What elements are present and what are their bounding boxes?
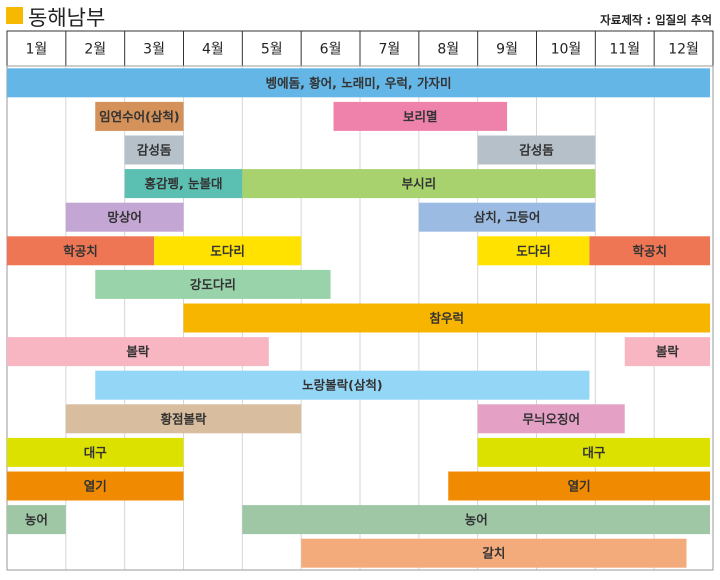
season-bar	[65, 404, 302, 434]
season-bar	[301, 538, 687, 568]
season-bar	[589, 236, 711, 266]
season-bar-label: 대구	[582, 445, 606, 460]
title-swatch	[6, 7, 23, 24]
season-bar	[7, 68, 711, 98]
season-bar-label: 황점볼락	[160, 411, 207, 426]
season-bar	[95, 269, 331, 299]
month-label: 11월	[609, 42, 640, 58]
season-bar	[65, 202, 184, 232]
season-bar-label: 도다리	[210, 243, 245, 258]
season-bar	[183, 303, 711, 333]
month-label: 9월	[496, 42, 518, 58]
month-label: 2월	[84, 42, 106, 58]
season-bar-label: 보리멸	[403, 109, 438, 124]
month-label: 8월	[437, 42, 459, 58]
season-bar	[418, 202, 596, 232]
season-bar-label: 학공치	[63, 243, 98, 258]
season-bar	[477, 135, 596, 165]
season-bar	[7, 236, 155, 266]
season-bar-label: 망상어	[107, 210, 142, 225]
season-bar	[448, 471, 711, 501]
season-bar-label: 열기	[568, 479, 591, 494]
season-bar	[124, 135, 184, 165]
season-bar	[477, 437, 711, 467]
season-bar	[154, 236, 302, 266]
season-bar-label: 삼치, 고등어	[474, 210, 541, 225]
month-label: 12월	[668, 42, 699, 58]
season-bar	[7, 471, 184, 501]
chart-frame	[6, 65, 714, 571]
month-label: 7월	[379, 42, 401, 58]
season-bar	[7, 505, 66, 535]
season-bar-label: 학공치	[632, 243, 667, 258]
season-bar	[242, 505, 711, 535]
season-bar	[95, 101, 184, 131]
season-bar	[242, 169, 596, 199]
season-bar-label: 감성돔	[519, 143, 554, 158]
season-bar-label: 감성돔	[137, 143, 172, 158]
season-bar-label: 농어	[25, 512, 48, 527]
season-bar-label: 열기	[84, 479, 107, 494]
season-bar-label: 대구	[84, 445, 108, 460]
season-bar-label: 강도다리	[190, 277, 236, 292]
page-title: 동해남부	[28, 6, 106, 30]
month-label: 5월	[261, 42, 283, 58]
season-bar-label: 노랑볼락(삼척)	[302, 378, 382, 393]
season-bar	[7, 337, 269, 367]
season-bar-label: 무늬오징어	[522, 411, 580, 426]
season-bar	[477, 236, 590, 266]
season-bar	[124, 169, 243, 199]
season-bar-label: 임연수어(삼척)	[99, 109, 179, 124]
month-label: 10월	[551, 42, 582, 58]
month-label: 6월	[320, 42, 342, 58]
season-bar	[333, 101, 508, 131]
season-bar-label: 부시리	[402, 176, 437, 191]
source-credit: 자료제작 : 입질의 추억	[600, 13, 712, 27]
season-bar-label: 벵에돔, 황어, 노래미, 우럭, 가자미	[266, 75, 452, 90]
season-bar	[95, 370, 590, 400]
season-bar-label: 홍감펭, 눈볼대	[144, 176, 222, 191]
season-bar-label: 볼락	[126, 344, 150, 359]
season-bar	[7, 437, 184, 467]
season-bar-label: 갈치	[482, 546, 505, 561]
season-bar-label: 도다리	[516, 243, 551, 258]
season-bar-label: 참우럭	[430, 311, 465, 326]
month-label: 4월	[202, 42, 224, 58]
season-bar	[477, 404, 625, 434]
season-bar-label: 농어	[465, 512, 488, 527]
month-label: 1월	[26, 42, 48, 58]
month-label: 3월	[143, 42, 165, 58]
season-bar	[624, 337, 711, 367]
season-bar-label: 볼락	[656, 344, 680, 359]
